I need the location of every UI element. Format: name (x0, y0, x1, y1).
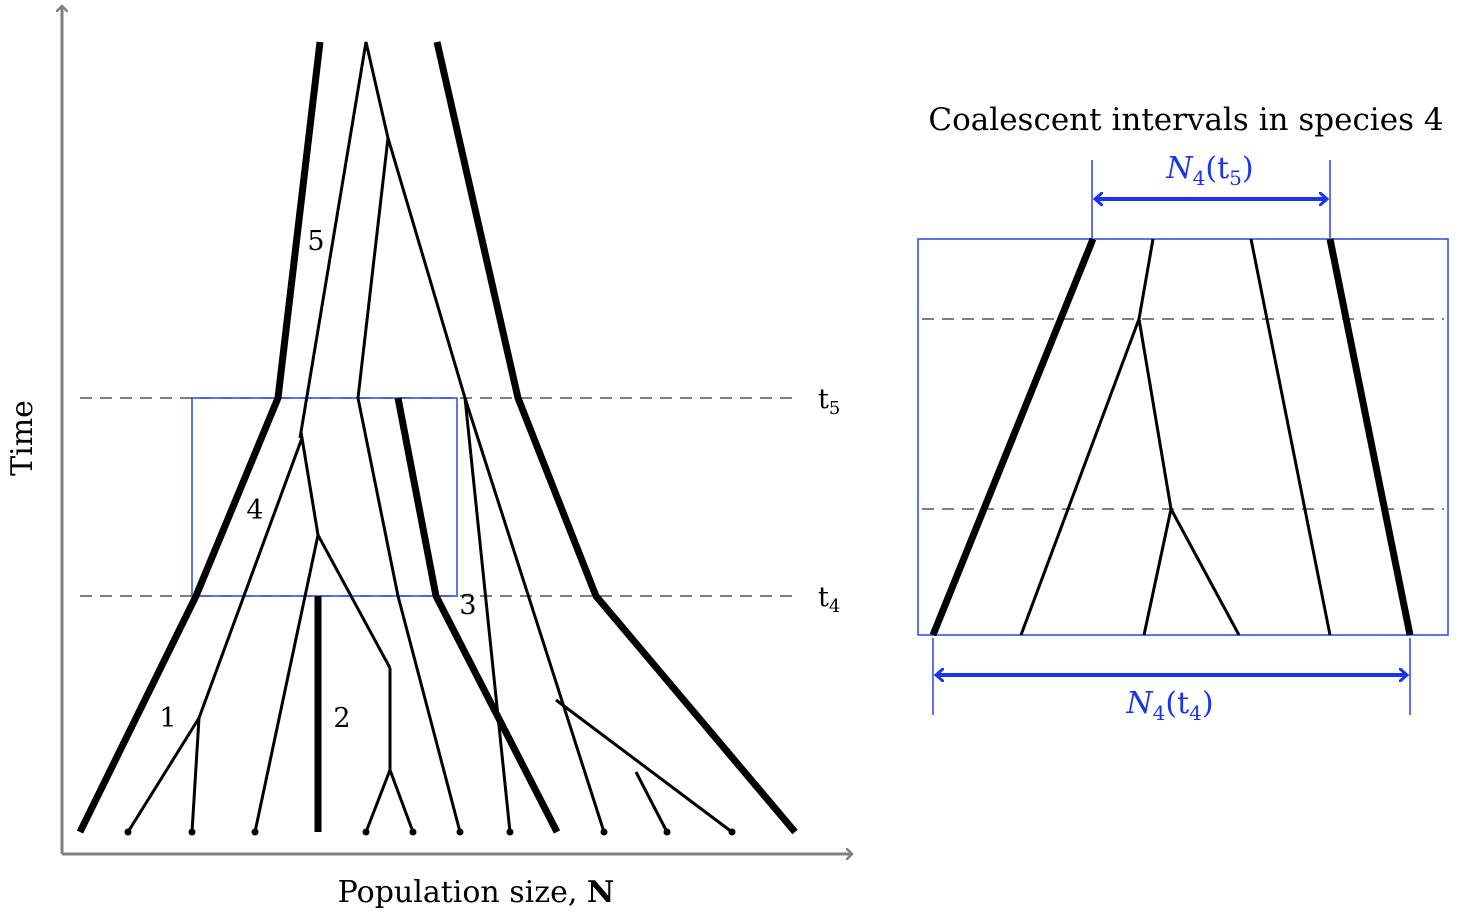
lineage-right-inner (463, 397, 512, 833)
tip-dot (362, 828, 370, 836)
bottom-width-label: N4(t4) (1125, 686, 1213, 725)
gene-lineages (126, 41, 733, 834)
x-axis-label: Population size, N (338, 875, 615, 910)
t4-label: t4 (818, 582, 840, 617)
inset-lineage-stem (1137, 238, 1155, 320)
species-label-3: 3 (459, 590, 476, 621)
lineage-tip-1a (126, 717, 201, 833)
tip-dot (251, 828, 259, 836)
species-label-5: 5 (307, 226, 324, 257)
lineage-tip-1b (190, 717, 201, 833)
inset-title: Coalescent intervals in species 4 (928, 102, 1443, 138)
species-boundaries (76, 41, 798, 835)
y-axis-label: Time (5, 400, 40, 476)
species-4-highlight-box (191, 397, 458, 597)
lineage-species4-mid (253, 530, 392, 833)
tip-dot (124, 828, 132, 836)
tip-dot (600, 828, 608, 836)
tip-dot (456, 828, 464, 836)
species-tree-panel: 1 2 3 4 5 t5 t4 Time Population size, N (5, 6, 852, 910)
inset-lineage-b (1137, 318, 1173, 510)
inset-frame (917, 238, 1449, 636)
species-label-2: 2 (333, 703, 350, 734)
inset-lineage-a (1019, 318, 1141, 636)
sample-tips (124, 828, 736, 836)
inset-lineage-d (1169, 508, 1241, 636)
tip-dot (188, 828, 196, 836)
inset-lineages (1019, 238, 1332, 636)
inset-boundary-right (1326, 238, 1414, 636)
lineage-right-b (555, 698, 733, 834)
boundary-right (433, 41, 798, 835)
inset-lineage-e (1249, 238, 1332, 636)
tip-dot (728, 828, 736, 836)
lineage-top (298, 41, 390, 439)
boundary-species-3 (394, 397, 561, 834)
t5-label: t5 (818, 384, 840, 419)
tip-dot (663, 828, 671, 836)
top-width-label: N4(t5) (1165, 151, 1253, 190)
boundary-left (76, 41, 324, 834)
inset-lineage-c (1142, 508, 1173, 636)
inset-panel: Coalescent intervals in species 4 N4(t5)… (917, 102, 1449, 725)
species-label-4: 4 (246, 495, 263, 526)
lineage-right-a (463, 397, 606, 833)
tip-dot (506, 828, 514, 836)
lineage-top-branch (356, 137, 467, 399)
tip-dot (409, 828, 417, 836)
inset-boundary-left (929, 237, 1097, 637)
lineage-species4-left (197, 432, 320, 719)
species-label-1: 1 (159, 703, 176, 734)
lineage-tip-3a (364, 769, 392, 833)
lineage-right-c (634, 771, 669, 833)
lineage-species3-inner (356, 397, 462, 833)
lineage-tip-3b (388, 769, 415, 833)
